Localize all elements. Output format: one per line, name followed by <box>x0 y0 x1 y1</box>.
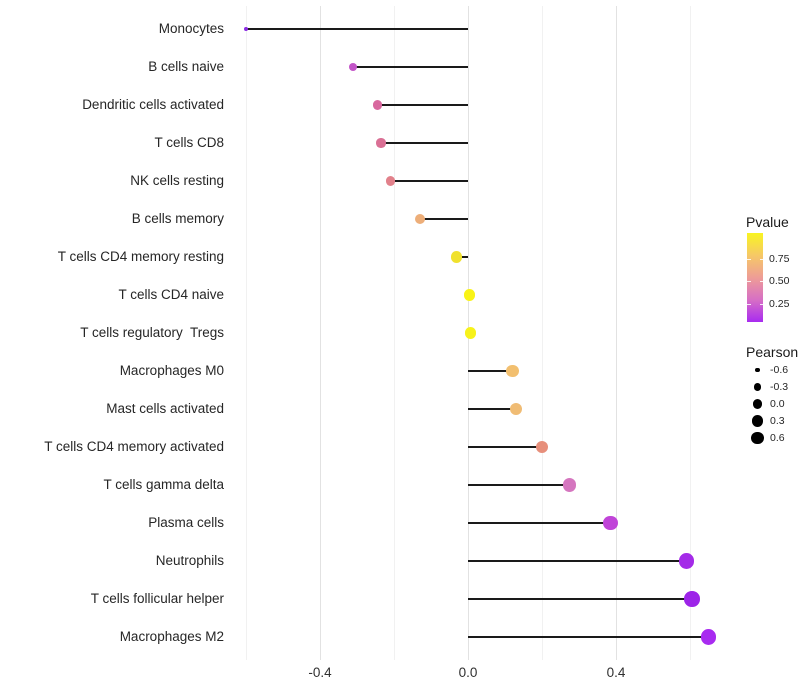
pvalue-colorbar <box>747 233 763 322</box>
category-label: NK cells resting <box>130 173 224 188</box>
category-label: T cells CD8 <box>154 135 224 150</box>
pvalue-tick-label: 0.50 <box>769 275 790 287</box>
category-label: B cells memory <box>131 211 224 226</box>
colorbar-tick-mark <box>747 259 751 260</box>
lollipop-stem <box>419 218 468 220</box>
pearson-legend-title: Pearson <box>746 344 799 360</box>
colorbar-tick-mark <box>759 259 763 260</box>
colorbar-tick-mark <box>747 304 751 305</box>
pearson-size-dot <box>755 367 760 373</box>
data-point-dot <box>451 251 463 263</box>
category-label: Macrophages M0 <box>119 363 224 378</box>
colorbar-tick-mark <box>747 281 751 282</box>
data-point-dot <box>464 327 476 339</box>
lollipop-stem <box>246 28 468 30</box>
data-point-dot <box>563 478 577 492</box>
colorbar-tick-mark <box>759 281 763 282</box>
lollipop-stem <box>468 408 517 410</box>
x-tick-label: 0.0 <box>458 665 478 680</box>
category-label: Mast cells activated <box>106 401 224 416</box>
data-point-dot <box>509 402 523 416</box>
data-point-dot <box>603 515 618 531</box>
data-point-dot <box>700 629 717 645</box>
pearson-tick-label: 0.3 <box>770 415 785 427</box>
category-label: T cells CD4 memory resting <box>57 249 224 264</box>
gridline <box>319 6 321 660</box>
category-label: Dendritic cells activated <box>82 97 224 112</box>
data-point-dot <box>678 553 695 569</box>
data-point-dot <box>376 138 386 148</box>
category-label: T cells gamma delta <box>103 477 224 492</box>
pvalue-tick-label: 0.75 <box>769 253 790 265</box>
category-label: T cells CD4 naive <box>118 287 224 302</box>
gridline <box>689 6 691 660</box>
lollipop-stem <box>390 180 468 182</box>
gridline <box>393 6 395 660</box>
x-tick-label: 0.4 <box>606 665 626 680</box>
data-point-dot <box>244 27 248 31</box>
lollipop-stem <box>353 66 468 68</box>
data-point-dot <box>506 364 519 378</box>
data-point-dot <box>463 289 476 301</box>
lollipop-stem <box>468 598 692 600</box>
pvalue-tick-label: 0.25 <box>769 298 790 310</box>
data-point-dot <box>535 440 549 454</box>
category-label: Neutrophils <box>155 553 224 568</box>
data-point-dot <box>349 62 358 72</box>
pearson-size-dot <box>753 383 762 391</box>
pvalue-legend-title: Pvalue <box>746 214 789 230</box>
lollipop-stem <box>377 104 468 106</box>
lollipop-stem <box>468 370 513 372</box>
category-label: B cells naive <box>148 59 224 74</box>
pearson-tick-label: -0.3 <box>770 381 789 393</box>
gridline <box>245 6 247 660</box>
gridline <box>615 6 617 660</box>
category-label: T cells regulatory Tregs <box>80 325 224 340</box>
lollipop-stem <box>456 256 468 258</box>
lollipop-stem <box>468 522 611 524</box>
lollipop-stem <box>468 560 687 562</box>
pearson-tick-label: -0.6 <box>770 364 789 376</box>
pearson-size-dot <box>751 415 764 427</box>
data-point-dot <box>372 100 382 110</box>
category-label: Macrophages M2 <box>119 629 224 644</box>
data-point-dot <box>684 591 700 607</box>
pearson-size-dot <box>751 431 764 445</box>
lollipop-stem <box>381 142 468 144</box>
lollipop-stem <box>468 446 542 448</box>
colorbar-tick-mark <box>759 304 763 305</box>
pearson-size-dot <box>752 399 763 409</box>
category-label: T cells follicular helper <box>90 591 224 606</box>
x-tick-label: -0.4 <box>308 665 332 680</box>
lollipop-stem <box>468 636 709 638</box>
lollipop-stem <box>468 484 570 486</box>
category-label: Plasma cells <box>148 515 224 530</box>
pearson-tick-label: 0.6 <box>770 432 785 444</box>
category-label: Monocytes <box>158 21 224 36</box>
category-label: T cells CD4 memory activated <box>44 439 224 454</box>
pearson-tick-label: 0.0 <box>770 398 785 410</box>
gridline <box>541 6 543 660</box>
data-point-dot <box>385 176 395 186</box>
data-point-dot <box>414 213 425 225</box>
